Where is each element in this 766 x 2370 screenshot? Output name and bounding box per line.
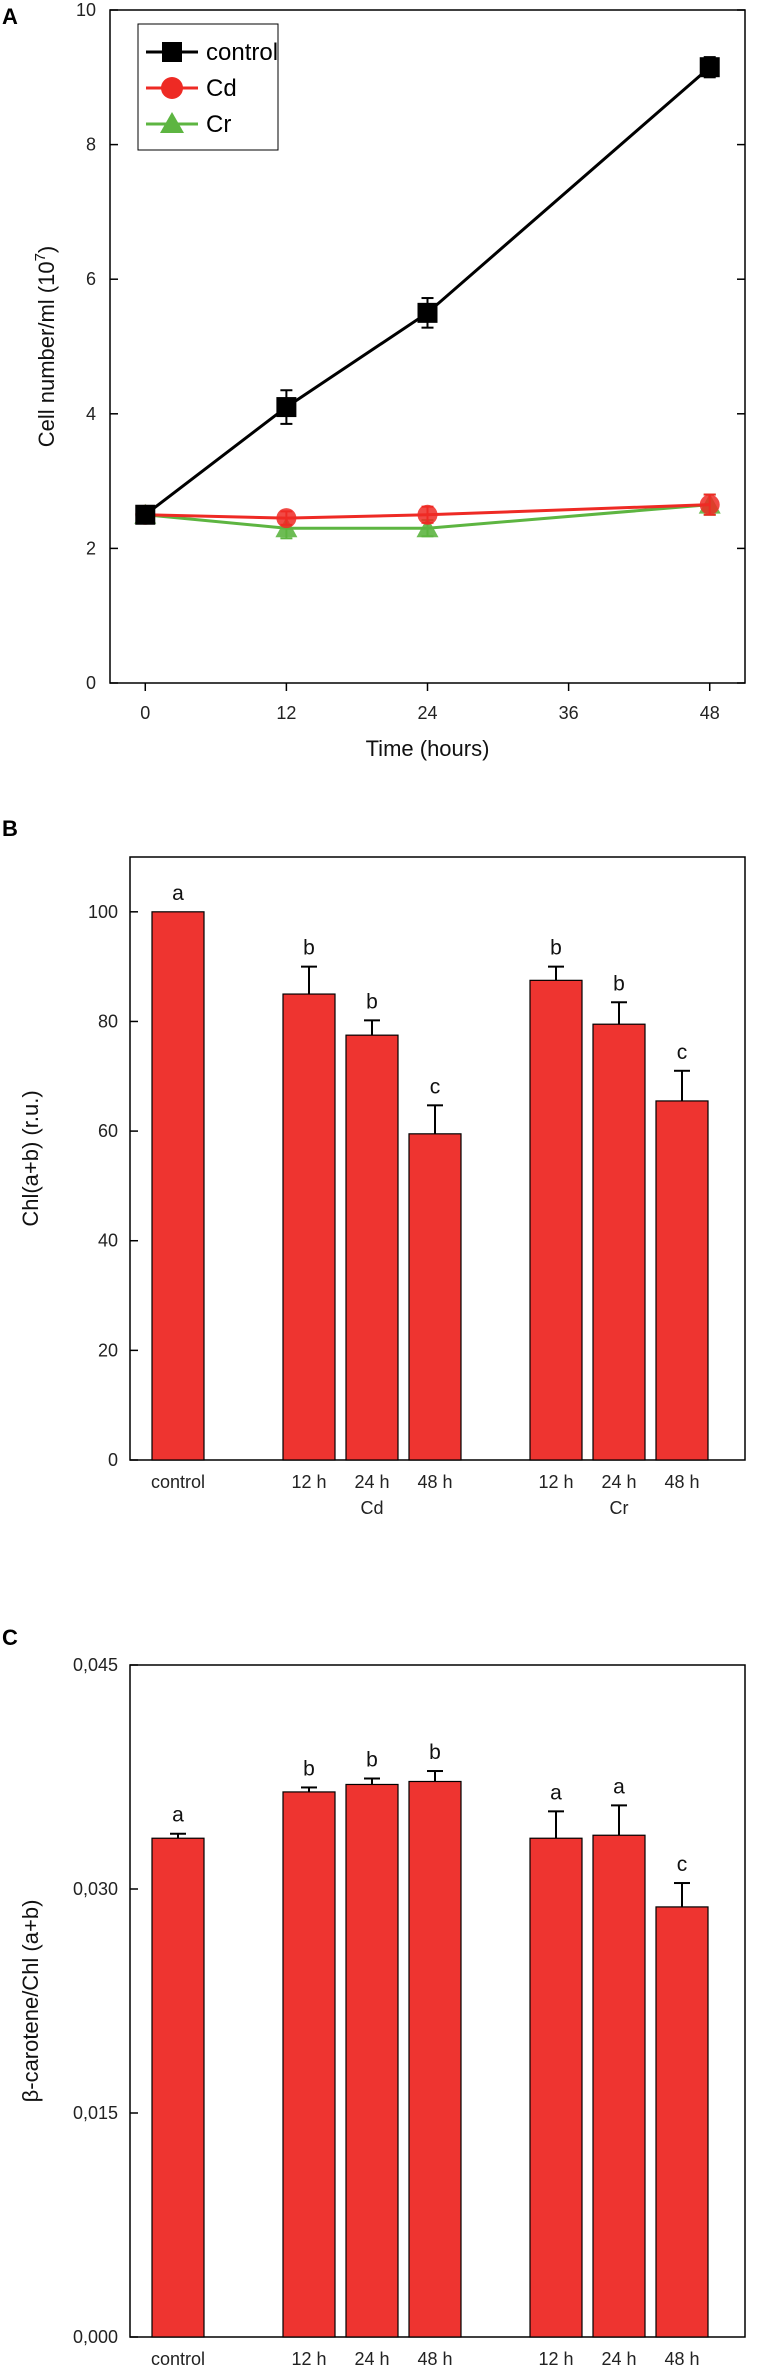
significance-letter-c: b bbox=[429, 1741, 441, 1764]
bar-b bbox=[151, 911, 205, 1461]
x-tick-label-b: 24 h bbox=[601, 1472, 636, 1492]
bar-b bbox=[655, 1100, 709, 1461]
y-axis-title-a: Cell number/ml (107) bbox=[32, 246, 59, 448]
y-tick-label-a: 4 bbox=[86, 404, 96, 424]
y-tick-label-b: 60 bbox=[98, 1121, 118, 1141]
x-tick-label-b: 24 h bbox=[354, 1472, 389, 1492]
x-tick-label-c: 24 h bbox=[601, 2349, 636, 2369]
data-point-Cd bbox=[276, 508, 297, 529]
series-line-Cr bbox=[145, 503, 710, 530]
y-tick-label-c: 0,045 bbox=[73, 1655, 118, 1675]
x-tick-label-c: 24 h bbox=[354, 2349, 389, 2369]
series-line-control bbox=[144, 66, 711, 516]
panel-a-letter: A bbox=[2, 4, 18, 29]
x-axis-title-a: Time (hours) bbox=[366, 736, 490, 761]
y-tick-label-a: 8 bbox=[86, 135, 96, 155]
significance-letter-b: c bbox=[430, 1075, 441, 1098]
legend-label-Cd: Cd bbox=[206, 75, 237, 102]
legend-marker-control bbox=[162, 42, 182, 62]
x-tick-label-a: 12 bbox=[276, 703, 296, 723]
significance-letter-c: a bbox=[172, 1804, 184, 1827]
x-tick-label-b: 48 h bbox=[417, 1472, 452, 1492]
bar-c bbox=[408, 1780, 462, 2338]
data-point-control bbox=[276, 397, 297, 418]
bar-b bbox=[408, 1133, 462, 1461]
group-label-cr-b: Cr bbox=[610, 1498, 629, 1518]
significance-letter-b: b bbox=[366, 990, 378, 1013]
bar-b bbox=[529, 979, 583, 1461]
significance-letter-b: c bbox=[677, 1041, 688, 1064]
significance-letter-c: b bbox=[303, 1757, 315, 1780]
y-tick-label-b: 20 bbox=[98, 1340, 118, 1360]
bar-b bbox=[592, 1023, 646, 1461]
y-tick-label-b: 100 bbox=[88, 902, 118, 922]
y-axis-title-b: Chl(a+b) (r.u.) bbox=[18, 1090, 43, 1226]
y-tick-label-c: 0,000 bbox=[73, 2327, 118, 2347]
y-tick-label-a: 10 bbox=[76, 0, 96, 20]
x-tick-label-a: 0 bbox=[140, 703, 150, 723]
x-tick-label-c: 48 h bbox=[664, 2349, 699, 2369]
y-axis-title-c: β-carotene/Chl (a+b) bbox=[18, 1900, 43, 2103]
bar-c bbox=[151, 1837, 205, 2338]
significance-letter-c: b bbox=[366, 1748, 378, 1771]
data-point-Cd bbox=[699, 494, 720, 515]
x-tick-label-c: 12 h bbox=[538, 2349, 573, 2369]
legend-marker-Cr bbox=[160, 112, 184, 133]
significance-letter-b: b bbox=[550, 937, 562, 960]
y-axis-title-a-close: ) bbox=[34, 246, 59, 253]
series-line-Cd bbox=[145, 503, 710, 520]
data-point-control bbox=[417, 302, 438, 323]
bar-c bbox=[529, 1837, 583, 2338]
y-tick-label-b: 0 bbox=[108, 1450, 118, 1470]
y-tick-label-c: 0,015 bbox=[73, 2103, 118, 2123]
group-label-cd-b: Cd bbox=[360, 1498, 383, 1518]
x-tick-label-c: control bbox=[151, 2349, 205, 2369]
panel-c-letter: C bbox=[2, 1625, 18, 1650]
bar-c bbox=[345, 1783, 399, 2338]
bar-c bbox=[655, 1906, 709, 2338]
y-tick-label-a: 2 bbox=[86, 538, 96, 558]
x-tick-label-b: 48 h bbox=[664, 1472, 699, 1492]
x-tick-label-c: 48 h bbox=[417, 2349, 452, 2369]
data-point-control bbox=[699, 57, 720, 78]
panel-b-letter: B bbox=[2, 816, 18, 841]
legend-label-control: control bbox=[206, 39, 278, 66]
data-point-Cd bbox=[417, 504, 438, 525]
x-tick-label-c: 12 h bbox=[291, 2349, 326, 2369]
y-tick-label-a: 0 bbox=[86, 673, 96, 693]
significance-letter-c: c bbox=[677, 1853, 688, 1876]
significance-letter-b: b bbox=[303, 937, 315, 960]
bar-c bbox=[282, 1791, 336, 2338]
significance-letter-c: a bbox=[613, 1775, 625, 1798]
x-tick-label-b: 12 h bbox=[538, 1472, 573, 1492]
y-tick-label-c: 0,030 bbox=[73, 1879, 118, 1899]
bar-b bbox=[282, 993, 336, 1461]
x-tick-label-b: control bbox=[151, 1472, 205, 1492]
y-tick-label-a: 6 bbox=[86, 269, 96, 289]
x-tick-label-a: 36 bbox=[559, 703, 579, 723]
significance-letter-b: b bbox=[613, 972, 625, 995]
significance-letter-c: a bbox=[550, 1781, 562, 1804]
bar-c bbox=[592, 1834, 646, 2338]
data-point-Cr bbox=[416, 517, 439, 538]
significance-letter-b: a bbox=[172, 882, 184, 905]
y-tick-label-b: 40 bbox=[98, 1231, 118, 1251]
y-tick-label-b: 80 bbox=[98, 1011, 118, 1031]
x-tick-label-a: 48 bbox=[700, 703, 720, 723]
x-tick-label-b: 12 h bbox=[291, 1472, 326, 1492]
legend-marker-Cd bbox=[161, 77, 183, 99]
y-axis-title-a-exponent: 7 bbox=[32, 253, 49, 261]
bar-b bbox=[345, 1034, 399, 1461]
data-point-control bbox=[135, 504, 156, 525]
legend-label-Cr: Cr bbox=[206, 111, 231, 138]
x-tick-label-a: 24 bbox=[417, 703, 437, 723]
